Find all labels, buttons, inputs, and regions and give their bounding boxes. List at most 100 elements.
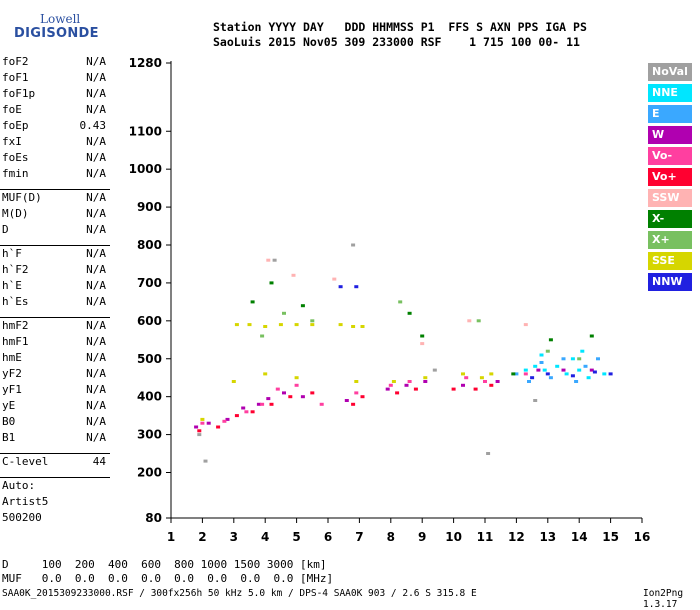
param-name: hmE [2, 351, 22, 364]
y-tick-label: 800 [137, 238, 162, 252]
param-value: N/A [86, 383, 106, 396]
param-value: N/A [86, 295, 106, 308]
param-value: N/A [86, 71, 106, 84]
data-point-x [548, 338, 553, 342]
param-name: D [2, 223, 9, 236]
logo-digisonde: DIGISONDE [14, 26, 99, 41]
panel-divider [0, 189, 110, 190]
legend-item-sse: SSE [648, 252, 692, 270]
data-point-vo [360, 395, 365, 399]
data-point-vo [388, 383, 393, 387]
auto-scaling-version: 500200 [2, 511, 42, 524]
param-name: yE [2, 399, 16, 412]
x-tick-label: 15 [602, 530, 619, 544]
data-point-nne [586, 376, 591, 380]
data-point-nne [602, 372, 607, 376]
data-point-vo [464, 376, 469, 380]
y-tick-label: 1280 [129, 56, 162, 70]
param-value: N/A [86, 431, 106, 444]
param-row-fof1p: foF1p N/A [2, 87, 106, 101]
data-point-x [511, 372, 516, 376]
panel-divider [0, 453, 110, 454]
data-point-nne [539, 353, 544, 357]
y-tick-label: 600 [137, 314, 162, 328]
data-point-w [206, 421, 211, 425]
data-point-sse [310, 323, 315, 327]
x-tick-label: 11 [477, 530, 494, 544]
data-point-nne [555, 364, 560, 368]
data-point-vo [310, 391, 315, 395]
ionogram-parameters-panel: foF2 N/A foF1 N/A foF1p N/A foE N/A foEp 0.43 fxI N… [0, 0, 112, 540]
x-tick-label: 9 [418, 530, 426, 544]
data-point-vo [200, 421, 205, 425]
legend-item-ssw: SSW [648, 189, 692, 207]
x-tick-label: 1 [167, 530, 175, 544]
data-point-vo [197, 429, 202, 433]
data-point-w [536, 368, 541, 372]
data-point-x [300, 304, 305, 308]
param-value: N/A [86, 223, 106, 236]
data-point-ssw [332, 277, 337, 281]
data-point-vo [222, 419, 227, 423]
data-point-w [385, 387, 390, 391]
y-tick-label: 80 [145, 511, 162, 525]
param-row-hf: h`F N/A [2, 247, 106, 261]
data-point-sse [234, 323, 239, 327]
data-point-nnw [530, 376, 535, 380]
param-value: N/A [86, 135, 106, 148]
data-point-x [260, 334, 265, 338]
data-point-vo [395, 391, 400, 395]
y-tick-label: 700 [137, 276, 162, 290]
x-tick-label: 16 [634, 530, 651, 544]
auto-scaling-scaler: Artist5 [2, 495, 49, 508]
data-point-sse [360, 325, 365, 328]
data-point-w [225, 417, 230, 421]
param-value: N/A [86, 263, 106, 276]
data-point-vo [413, 387, 418, 391]
data-point-ssw [420, 342, 425, 346]
legend-item-vo: Vo- [648, 147, 692, 165]
y-tick-label: 1100 [129, 124, 162, 138]
data-point-vo [351, 402, 356, 406]
data-point-sse [479, 376, 484, 380]
x-tick-label: 8 [387, 530, 395, 544]
param-value: N/A [86, 167, 106, 180]
param-value: N/A [86, 55, 106, 68]
param-name: h`E [2, 279, 22, 292]
param-name: yF2 [2, 367, 22, 380]
data-point-sse [263, 372, 268, 376]
panel-divider [0, 317, 110, 318]
y-tick-label: 500 [137, 352, 162, 366]
data-point-vo [234, 414, 239, 418]
footer-version: Ion2Png 1.3.17 [643, 588, 684, 610]
data-point-e [583, 364, 588, 368]
x-tick-label: 7 [355, 530, 363, 544]
param-name: C-level [2, 455, 49, 468]
param-name: MUF(D) [2, 191, 42, 204]
data-point-vo [319, 402, 324, 406]
auto-scaling-label: Auto: [2, 479, 36, 492]
data-point-sse [354, 380, 359, 383]
data-point-sse [461, 372, 465, 376]
data-point-x [310, 319, 315, 323]
data-point-nne [577, 368, 582, 372]
data-point-x [269, 281, 274, 285]
data-point-sse [200, 417, 205, 421]
param-value: N/A [86, 247, 106, 260]
data-point-vo [260, 402, 265, 406]
data-point-nnw [545, 372, 550, 376]
data-point-vo [489, 383, 494, 387]
panel-divider [0, 477, 110, 478]
data-point-w [241, 406, 246, 410]
data-point-noval [197, 433, 202, 437]
param-name: foEs [2, 151, 29, 164]
y-tick-label: 300 [137, 428, 162, 442]
data-point-w [423, 380, 428, 383]
x-tick-label: 3 [230, 530, 238, 544]
data-point-nne [564, 372, 569, 376]
data-point-w [561, 368, 566, 372]
data-point-x [250, 300, 255, 304]
legend-item-w: W [648, 126, 692, 144]
data-point-nne [580, 349, 585, 353]
